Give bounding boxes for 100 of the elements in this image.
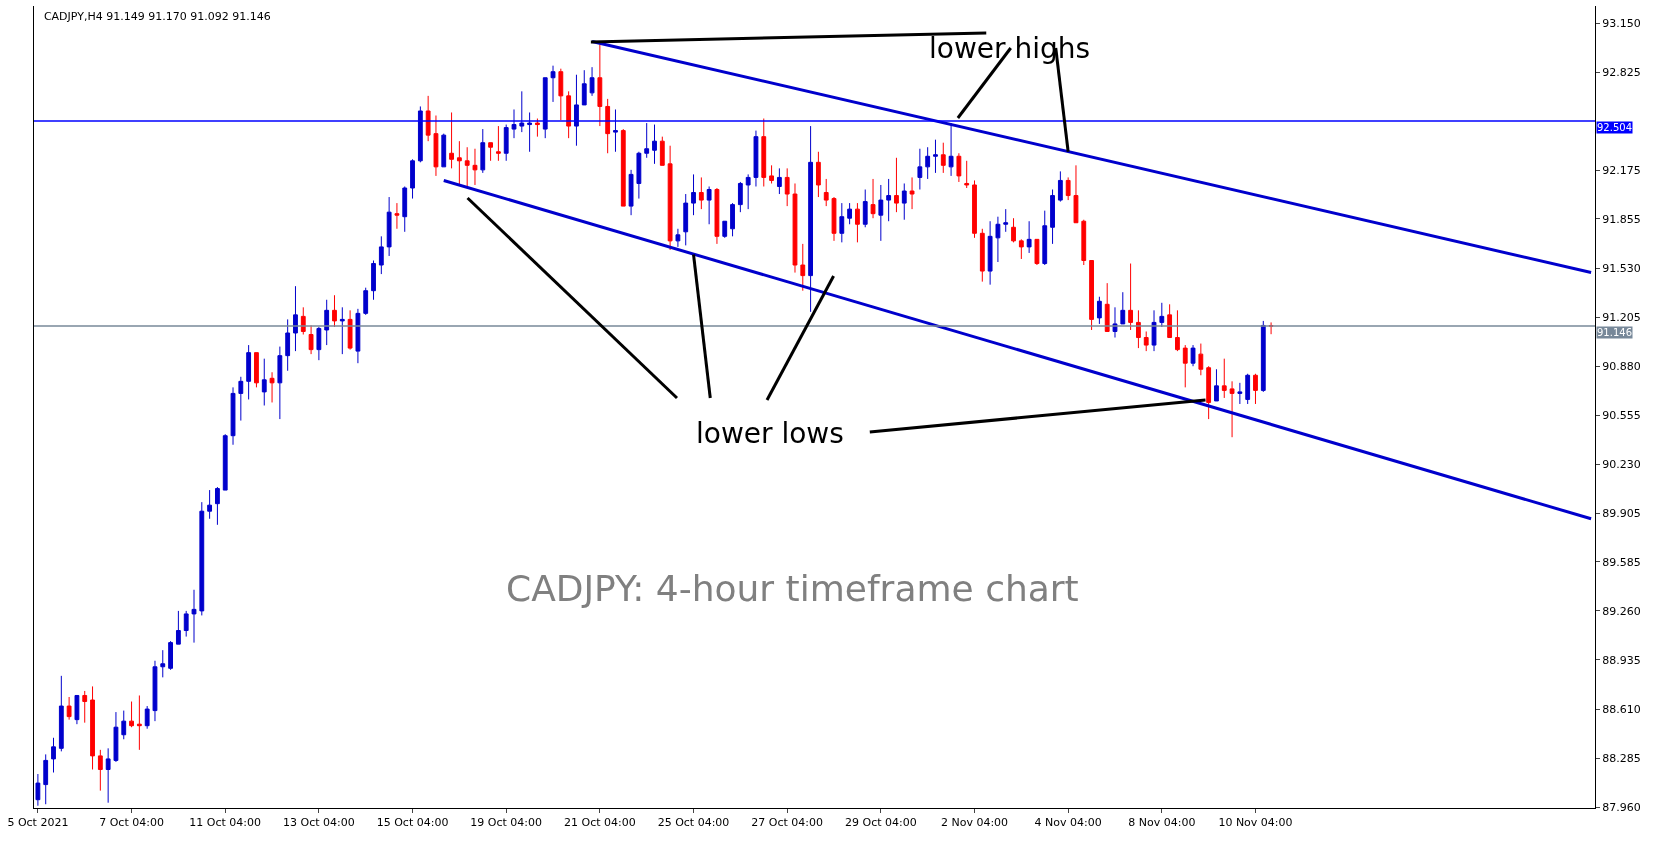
candlestick xyxy=(425,95,431,142)
candlestick xyxy=(160,649,166,678)
candlestick xyxy=(378,235,384,275)
candlestick xyxy=(51,737,56,774)
candlestick xyxy=(636,151,642,200)
candlestick xyxy=(597,44,603,127)
candlestick xyxy=(776,167,782,195)
candlestick xyxy=(1214,368,1219,402)
candlestick xyxy=(862,189,868,228)
candlestick xyxy=(66,696,72,721)
candlestick xyxy=(285,318,291,372)
x-tick-label: 7 Oct 04:00 xyxy=(99,816,164,830)
candlestick xyxy=(1104,282,1110,332)
candlestick xyxy=(456,140,462,186)
candlestick xyxy=(1253,373,1258,405)
chart-title: CADJPY,H4 91.149 91.170 91.092 91.146 xyxy=(43,9,271,23)
candlestick xyxy=(901,182,907,221)
candlestick xyxy=(847,202,853,225)
candlestick xyxy=(363,287,369,316)
candlestick xyxy=(1042,210,1048,266)
x-tick-label: 21 Oct 04:00 xyxy=(564,816,636,830)
candlestick xyxy=(925,146,931,180)
candlestick xyxy=(191,589,197,644)
candlestick xyxy=(308,324,314,355)
candlestick xyxy=(339,306,345,355)
candlestick xyxy=(1206,365,1212,420)
candlestick xyxy=(972,179,977,239)
candlestick xyxy=(1026,220,1032,254)
candlestick xyxy=(917,148,923,191)
candlestick xyxy=(964,160,970,189)
candlestick xyxy=(1260,320,1266,393)
candlestick xyxy=(316,326,322,361)
candlestick xyxy=(550,65,556,103)
candlestick xyxy=(1143,330,1149,352)
candlestick xyxy=(1034,238,1040,266)
candlestick xyxy=(371,260,376,301)
y-tick-label: 91.205 xyxy=(1602,310,1641,324)
candlestick xyxy=(386,196,392,257)
candlestick xyxy=(987,220,993,286)
y-tick-label: 92.175 xyxy=(1602,164,1641,178)
candlestick xyxy=(683,193,689,246)
ref-line-label: 91.146 xyxy=(1597,327,1632,338)
candlestick xyxy=(449,111,454,169)
candlestick xyxy=(433,115,439,177)
candlestick xyxy=(35,773,41,807)
candlestick xyxy=(1018,238,1024,260)
y-tick-label: 89.260 xyxy=(1602,604,1641,618)
candlestick xyxy=(113,711,119,763)
candlestick xyxy=(1057,170,1063,203)
candlestick xyxy=(1073,164,1079,224)
x-tick-label: 13 Oct 04:00 xyxy=(283,816,355,830)
candlestick xyxy=(82,690,88,724)
candlestick xyxy=(441,133,447,168)
candlestick xyxy=(105,747,111,804)
candlestick xyxy=(175,610,181,645)
candlestick xyxy=(933,139,938,174)
candlestick xyxy=(659,136,665,166)
annotation: lower lows xyxy=(696,417,844,450)
y-tick-label: 92.825 xyxy=(1602,66,1641,80)
candlestick xyxy=(417,105,423,163)
x-tick-label: 2 Nov 04:00 xyxy=(940,816,1009,830)
candlestick xyxy=(519,90,525,133)
y-tick-label: 89.585 xyxy=(1602,555,1641,569)
y-tick-label: 88.610 xyxy=(1602,702,1641,716)
y-tick-label: 91.530 xyxy=(1602,261,1641,275)
candlestick xyxy=(722,220,728,239)
candlestick xyxy=(753,130,759,187)
candlestick xyxy=(792,182,798,274)
candlestick xyxy=(97,749,103,792)
candlestick xyxy=(620,128,626,207)
x-tick-label: 25 Oct 04:00 xyxy=(657,816,730,830)
annotation: CADJPY: 4-hour timeframe chart xyxy=(506,568,1079,609)
x-tick-label: 27 Oct 04:00 xyxy=(751,816,824,830)
candlestick xyxy=(815,151,821,198)
candlestick xyxy=(293,285,298,352)
x-tick-label: 10 Nov 04:00 xyxy=(1218,816,1293,830)
candlestick xyxy=(129,701,134,728)
candlestick xyxy=(1190,344,1196,367)
x-tick-label: 8 Nov 04:00 xyxy=(1128,816,1196,830)
candlestick xyxy=(855,202,860,243)
candlestick xyxy=(691,173,696,216)
candlestick xyxy=(215,486,220,526)
candlestick xyxy=(410,158,415,200)
candlestick xyxy=(199,501,205,616)
candlestick xyxy=(589,66,595,97)
candlestick xyxy=(1237,382,1243,405)
candlestick xyxy=(995,216,1001,263)
candlestick xyxy=(332,294,337,328)
candlestick xyxy=(43,753,49,805)
x-tick-label: 15 Oct 04:00 xyxy=(376,816,449,830)
x-tick-label: 19 Oct 04:00 xyxy=(470,816,543,830)
candlestick xyxy=(222,433,228,491)
candlestick xyxy=(737,181,743,213)
candlestick xyxy=(956,152,962,183)
candlestick xyxy=(144,705,150,730)
candlestick xyxy=(136,694,142,751)
candlestick xyxy=(394,202,400,230)
candlestick xyxy=(1221,358,1227,399)
candlestick xyxy=(628,169,634,216)
candlestick xyxy=(831,196,837,242)
